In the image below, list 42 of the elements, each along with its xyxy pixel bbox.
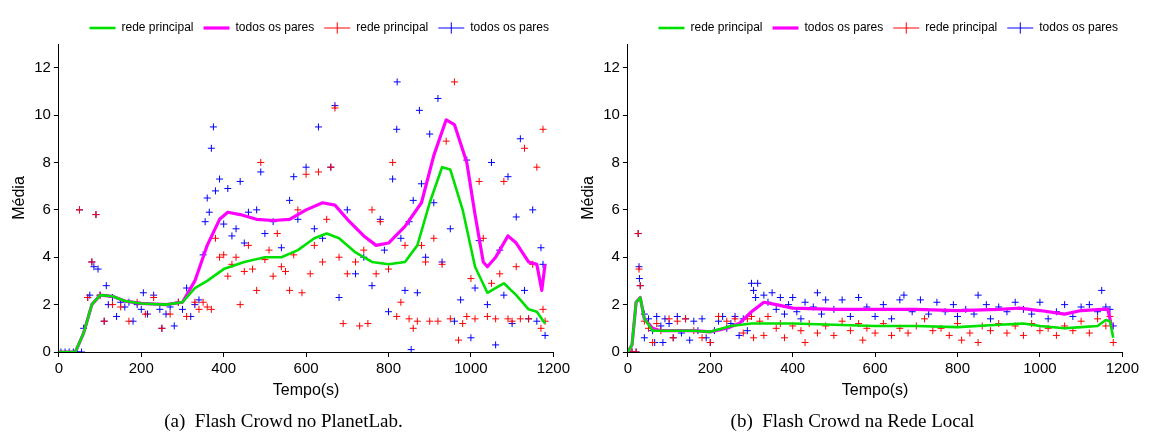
x-tick-label: 1200 [536,359,570,377]
y-tick-label: 8 [611,152,620,170]
y-tick-label: 4 [611,247,620,265]
y-tick-label: 2 [611,294,620,312]
y-tick-label: 10 [34,105,51,123]
x-tick-label: 800 [944,359,971,377]
x-axis-title: Tempo(s) [841,381,909,399]
y-tick-label: 6 [611,199,620,217]
legend-label: todos os pares [1039,20,1118,35]
x-tick-label: 1000 [454,359,488,377]
y-axis-title: Média [10,176,28,220]
legend-label: todos os pares [470,20,549,35]
y-tick-label: 4 [42,247,51,265]
x-tick-label: 0 [623,359,633,377]
legend-label: todos os pares [804,20,884,35]
y-tick-label: 6 [42,199,51,217]
x-tick-label: 600 [293,359,319,377]
legend-label: todos os pares [235,20,315,35]
x-tick-label: 0 [54,359,64,377]
y-tick-label: 12 [603,57,620,75]
legend-label: rede principal [690,20,763,35]
y-axis-title: Média [579,176,597,220]
legend-label: rede principal [925,20,998,35]
x-tick-label: 600 [862,359,888,377]
text: (a) Flash Crowd no PlanetLab. [164,409,403,432]
x-tick-label: 400 [780,359,806,377]
x-tick-label: 200 [128,359,154,377]
x-axis-title: Tempo(s) [272,381,340,399]
x-tick-label: 1200 [1105,359,1139,377]
x-tick-label: 800 [375,359,402,377]
x-tick-label: 400 [211,359,237,377]
y-tick-label: 12 [34,57,51,75]
y-tick-label: 8 [42,152,51,170]
x-tick-label: 200 [697,359,723,377]
y-tick-label: 10 [603,105,620,123]
legend-label: rede principal [356,20,429,35]
legend-label: rede principal [121,20,194,35]
x-tick-label: 1000 [1023,359,1057,377]
text: (b) Flash Crowd na Rede Local [730,409,975,432]
y-tick-label: 0 [42,342,51,360]
y-tick-label: 0 [611,342,620,360]
y-tick-label: 2 [42,294,51,312]
